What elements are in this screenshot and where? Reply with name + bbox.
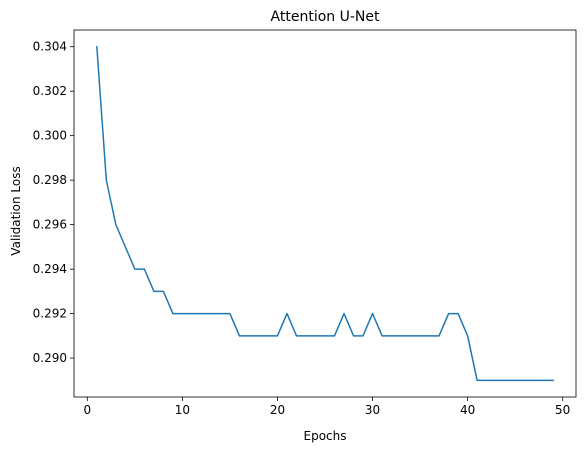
y-tick-label: 0.290 xyxy=(33,351,67,365)
series-line xyxy=(96,45,554,382)
y-tick-label: 0.296 xyxy=(33,218,67,232)
x-tick-label: 10 xyxy=(175,403,190,417)
x-tick-label: 50 xyxy=(555,403,570,417)
y-tick-label: 0.300 xyxy=(33,129,67,143)
x-tick-label: 40 xyxy=(460,403,475,417)
y-tick-label: 0.292 xyxy=(33,307,67,321)
axes-frame xyxy=(73,29,577,398)
plot-area xyxy=(96,45,554,382)
x-tick-label: 0 xyxy=(83,403,91,417)
y-tick-label: 0.302 xyxy=(33,84,67,98)
y-tick-label: 0.298 xyxy=(33,173,67,187)
chart-title: Attention U-Net xyxy=(271,9,380,25)
x-tick-label: 20 xyxy=(270,403,285,417)
x-axis-ticks: 0 10 20 30 40 50 xyxy=(83,397,570,417)
x-axis-label: Epochs xyxy=(304,429,347,443)
y-tick-label: 0.304 xyxy=(33,40,67,54)
y-axis-ticks: 0.290 0.292 0.294 0.296 0.298 0.300 0.302 0.304 xyxy=(33,40,74,365)
x-tick-label: 30 xyxy=(365,403,380,417)
y-tick-label: 0.294 xyxy=(33,262,67,276)
y-axis-label: Validation Loss xyxy=(9,166,23,255)
